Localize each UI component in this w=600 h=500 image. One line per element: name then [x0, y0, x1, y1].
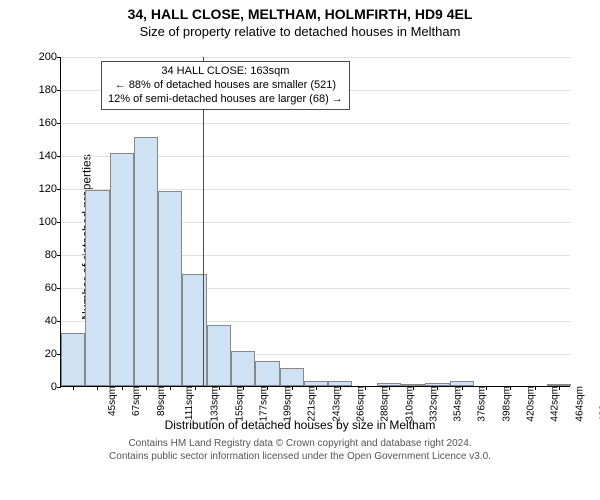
x-tick-label: 177sqm [252, 386, 269, 422]
histogram-bar [134, 137, 158, 386]
x-tick-mark [340, 386, 341, 390]
x-tick-label: 243sqm [325, 386, 342, 422]
x-tick-mark [316, 386, 317, 390]
x-tick-mark [510, 386, 511, 390]
x-tick-label: 398sqm [495, 386, 512, 422]
y-tick-label: 20 [45, 348, 61, 360]
x-tick-mark [365, 386, 366, 390]
x-tick-label: 288sqm [374, 386, 391, 422]
x-tick-mark [73, 386, 74, 390]
page-title: 34, HALL CLOSE, MELTHAM, HOLMFIRTH, HD9 … [0, 6, 600, 22]
x-tick-label: 133sqm [204, 386, 221, 422]
x-tick-label: 266sqm [350, 386, 367, 422]
x-tick-label: 111sqm [178, 386, 195, 420]
y-tick-label: 200 [39, 51, 61, 63]
y-tick-label: 80 [45, 249, 61, 261]
chart-container: Number of detached properties 0204060801… [0, 39, 600, 434]
histogram-bar [280, 368, 304, 386]
x-axis-label: Distribution of detached houses by size … [0, 418, 600, 432]
plot-area: 02040608010012014016018020045sqm67sqm89s… [60, 57, 570, 387]
x-tick-mark [535, 386, 536, 390]
x-tick-mark [486, 386, 487, 390]
x-tick-mark [462, 386, 463, 390]
x-tick-mark [195, 386, 196, 390]
histogram-bar [207, 325, 231, 386]
x-tick-label: 486sqm [592, 386, 600, 422]
x-tick-mark [122, 386, 123, 390]
histogram-bar [61, 333, 85, 386]
x-tick-label: 464sqm [568, 386, 585, 422]
x-tick-label: 45sqm [101, 386, 118, 416]
y-tick-label: 140 [39, 150, 61, 162]
histogram-bar [158, 191, 182, 386]
x-tick-label: 420sqm [520, 386, 537, 422]
histogram-bar [231, 351, 255, 386]
x-tick-mark [267, 386, 268, 390]
annotation-box: 34 HALL CLOSE: 163sqm ← 88% of detached … [101, 61, 350, 110]
histogram-bar [85, 190, 109, 386]
x-tick-label: 354sqm [447, 386, 464, 422]
x-tick-label: 332sqm [422, 386, 439, 422]
annotation-line-2: ← 88% of detached houses are smaller (52… [108, 79, 343, 93]
y-tick-label: 160 [39, 117, 61, 129]
x-tick-mark [437, 386, 438, 390]
x-tick-label: 376sqm [471, 386, 488, 422]
annotation-line-3: 12% of semi-detached houses are larger (… [108, 93, 343, 107]
x-tick-label: 199sqm [277, 386, 294, 422]
x-tick-label: 67sqm [125, 386, 142, 416]
x-tick-mark [559, 386, 560, 390]
histogram-bar [110, 153, 134, 386]
histogram-bar [255, 361, 279, 386]
footer-line-1: Contains HM Land Registry data © Crown c… [0, 438, 600, 451]
x-tick-mark [219, 386, 220, 390]
footer: Contains HM Land Registry data © Crown c… [0, 438, 600, 463]
y-tick-label: 0 [51, 381, 61, 393]
gridline [61, 57, 570, 58]
x-tick-label: 89sqm [150, 386, 167, 416]
x-tick-mark [292, 386, 293, 390]
x-tick-label: 221sqm [301, 386, 318, 422]
x-tick-mark [389, 386, 390, 390]
page-subtitle: Size of property relative to detached ho… [0, 24, 600, 39]
x-tick-mark [97, 386, 98, 390]
annotation-line-1: 34 HALL CLOSE: 163sqm [108, 65, 343, 79]
y-tick-label: 40 [45, 315, 61, 327]
y-tick-label: 120 [39, 183, 61, 195]
y-tick-label: 60 [45, 282, 61, 294]
x-tick-label: 442sqm [544, 386, 561, 422]
x-tick-mark [413, 386, 414, 390]
footer-line-2: Contains public sector information licen… [0, 451, 600, 464]
y-tick-label: 180 [39, 84, 61, 96]
x-tick-mark [170, 386, 171, 390]
y-tick-label: 100 [39, 216, 61, 228]
gridline [61, 123, 570, 124]
x-tick-mark [243, 386, 244, 390]
x-tick-mark [146, 386, 147, 390]
x-tick-label: 310sqm [398, 386, 415, 422]
x-tick-label: 155sqm [228, 386, 245, 422]
